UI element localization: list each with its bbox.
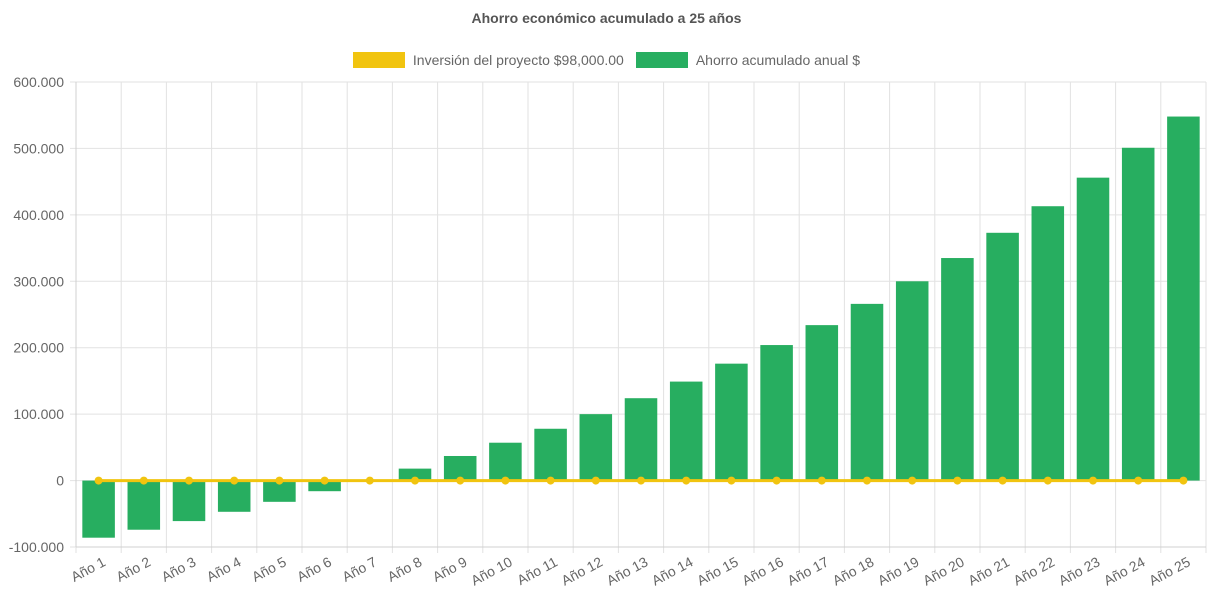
- point-investment: [998, 476, 1007, 485]
- bar-savings: [1167, 116, 1200, 481]
- chart-title: Ahorro económico acumulado a 25 años: [471, 10, 742, 26]
- point-investment: [320, 476, 329, 485]
- point-investment: [456, 476, 465, 485]
- bar-savings: [669, 381, 703, 481]
- y-tick-label: 100.000: [13, 406, 64, 422]
- point-investment: [682, 476, 691, 485]
- bar-savings: [1031, 206, 1065, 481]
- bar-savings: [895, 281, 929, 481]
- x-tick-label: Año 24: [1101, 553, 1148, 588]
- x-tick-label: Año 5: [249, 553, 289, 584]
- bar-savings: [850, 303, 884, 481]
- x-tick-label: Año 12: [559, 553, 606, 588]
- x-tick-label: Año 7: [339, 553, 379, 584]
- bar-savings: [805, 325, 839, 481]
- x-tick-label: Año 18: [830, 553, 877, 588]
- legend-item-investment[interactable]: Inversión del proyecto $98,000.00: [352, 52, 624, 68]
- point-investment: [908, 476, 917, 485]
- point-investment: [365, 476, 374, 485]
- bar-savings: [172, 480, 206, 522]
- bar-savings: [127, 480, 161, 530]
- bar-savings: [715, 363, 748, 481]
- x-tick-label: Año 15: [694, 553, 741, 588]
- legend-label-investment: Inversión del proyecto $98,000.00: [412, 52, 624, 68]
- x-tick-label: Año 13: [604, 553, 651, 588]
- point-investment: [953, 476, 962, 485]
- bar-savings: [624, 398, 658, 481]
- bar-savings: [308, 480, 341, 492]
- x-tick-label: Año 25: [1146, 553, 1193, 588]
- y-tick-label: 200.000: [13, 340, 64, 356]
- y-tick-label: 500.000: [13, 140, 64, 156]
- y-tick-label: -100.000: [9, 539, 64, 555]
- point-investment: [230, 476, 239, 485]
- bar-savings: [217, 480, 251, 512]
- x-tick-label: Año 3: [159, 553, 199, 584]
- x-tick-label: Año 9: [430, 553, 470, 584]
- bar-savings: [579, 414, 613, 481]
- x-tick-label: Año 20: [920, 553, 967, 588]
- bar-savings: [760, 345, 793, 481]
- x-tick-label: Año 16: [739, 553, 786, 588]
- x-tick-label: Año 23: [1056, 553, 1103, 588]
- legend-label-savings: Ahorro acumulado anual $: [695, 52, 861, 68]
- y-tick-label: 600.000: [13, 74, 64, 90]
- bar-savings: [398, 468, 432, 481]
- x-tick-label: Año 10: [468, 553, 515, 588]
- point-investment: [185, 476, 193, 485]
- x-tick-label: Año 1: [68, 553, 108, 584]
- bar-savings: [82, 480, 115, 538]
- x-tick-label: Año 19: [875, 553, 922, 588]
- x-tick-label: Año 21: [965, 553, 1012, 588]
- y-tick-label: 0: [56, 473, 64, 489]
- point-investment: [94, 476, 103, 485]
- point-investment: [1089, 476, 1097, 485]
- point-investment: [591, 476, 600, 485]
- point-investment: [1179, 476, 1188, 485]
- y-tick-label: 300.000: [13, 273, 64, 289]
- legend: Inversión del proyecto $98,000.00 Ahorro…: [0, 52, 1213, 68]
- x-tick-label: Año 17: [785, 553, 832, 588]
- x-tick-label: Año 2: [113, 553, 153, 584]
- point-investment: [637, 476, 645, 485]
- bar-savings: [534, 428, 567, 481]
- bar-savings: [263, 480, 296, 502]
- x-tick-label: Año 4: [204, 553, 244, 584]
- x-tick-label: Año 22: [1011, 553, 1058, 588]
- bar-savings: [941, 258, 974, 481]
- point-investment: [1043, 476, 1052, 485]
- bar-savings: [986, 232, 1019, 481]
- point-investment: [546, 476, 555, 485]
- point-investment: [501, 476, 510, 485]
- legend-swatch-investment: [352, 52, 405, 68]
- x-tick-label: Año 11: [514, 553, 560, 588]
- point-investment: [1134, 476, 1143, 485]
- bar-savings: [489, 442, 522, 481]
- bar-savings: [1076, 177, 1110, 481]
- x-tick-label: Año 14: [649, 553, 696, 588]
- x-tick-label: Año 8: [385, 553, 425, 584]
- bar-savings: [443, 455, 477, 481]
- point-investment: [863, 476, 871, 485]
- point-investment: [411, 476, 419, 485]
- y-tick-label: 400.000: [13, 207, 64, 223]
- point-investment: [275, 476, 284, 485]
- legend-item-savings[interactable]: Ahorro acumulado anual $: [635, 52, 861, 68]
- point-investment: [772, 476, 781, 485]
- point-investment: [727, 476, 736, 485]
- bar-savings: [1121, 147, 1155, 481]
- legend-swatch-savings: [635, 52, 688, 68]
- x-tick-label: Año 6: [294, 553, 334, 584]
- point-investment: [139, 476, 148, 485]
- point-investment: [817, 476, 826, 485]
